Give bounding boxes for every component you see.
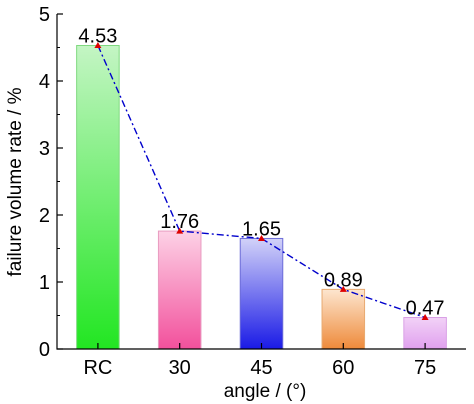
marker-75 (421, 314, 429, 321)
y-tick-label: 3 (39, 138, 50, 160)
x-tick-label-60: 60 (332, 357, 354, 379)
marker-45 (258, 234, 265, 241)
x-tick-label-rc: RC (83, 357, 112, 379)
data-label-75: 0.47 (406, 298, 445, 320)
y-axis-title: failure volume rate / % (5, 87, 26, 276)
bar-60 (321, 288, 366, 350)
data-label-30: 1.76 (160, 211, 199, 233)
data-label-60: 0.89 (324, 269, 363, 291)
marker-60 (339, 285, 347, 292)
y-tick-label: 2 (39, 205, 50, 227)
x-tick-label-30: 30 (169, 357, 191, 379)
y-tick-label: 1 (39, 272, 50, 294)
bar-rc (76, 44, 120, 350)
x-axis-title: angle / (°) (224, 381, 307, 402)
x-tick-label-75: 75 (414, 357, 436, 379)
data-label-45: 1.65 (242, 218, 281, 240)
bar-45 (239, 237, 284, 350)
trend-line (97, 45, 426, 319)
bar-30 (157, 230, 202, 350)
marker-rc (94, 41, 102, 48)
y-tick-label: 5 (39, 4, 50, 26)
marker-30 (176, 227, 184, 234)
y-tick-label: 0 (39, 339, 50, 361)
data-label-rc: 4.53 (78, 25, 117, 47)
y-tick-label: 4 (39, 71, 50, 93)
x-tick-label-45: 45 (250, 357, 272, 379)
